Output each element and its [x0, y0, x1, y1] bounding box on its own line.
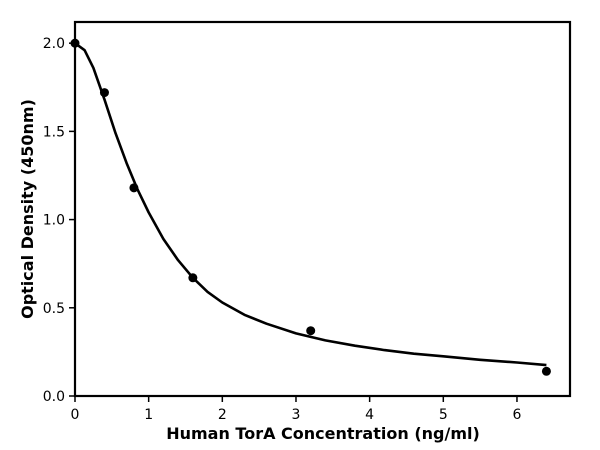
data-point-2: [129, 183, 139, 193]
x-tick-label-2: 2: [218, 407, 227, 423]
y-axis-title: Optical Density (450nm): [18, 99, 37, 319]
y-tick-label-0: 0.0: [43, 389, 65, 405]
y-tick-label-4: 2.0: [43, 36, 65, 52]
data-point-0: [70, 38, 80, 48]
x-tick-label-1: 1: [144, 407, 153, 423]
x-tick-label-6: 6: [513, 407, 522, 423]
x-tick-label-4: 4: [365, 407, 374, 423]
y-tick-label-1: 0.5: [43, 301, 65, 317]
x-tick-label-0: 0: [71, 407, 80, 423]
data-point-3: [188, 273, 198, 283]
plot-area: 0 1 2 3 4 5 6 0.0 0.5 1.0 1.5 2.0: [43, 20, 572, 423]
x-axis-title: Human TorA Concentration (ng/ml): [166, 424, 480, 443]
y-tick-label-2: 1.0: [43, 213, 65, 229]
fitted-curve: [74, 42, 547, 367]
data-point-5: [541, 366, 551, 376]
x-tick-label-5: 5: [439, 407, 448, 423]
y-tick-label-3: 1.5: [43, 124, 65, 140]
data-point-4: [306, 326, 316, 336]
data-point-1: [99, 88, 109, 98]
x-tick-label-3: 3: [292, 407, 301, 423]
plot-frame: [73, 20, 572, 398]
